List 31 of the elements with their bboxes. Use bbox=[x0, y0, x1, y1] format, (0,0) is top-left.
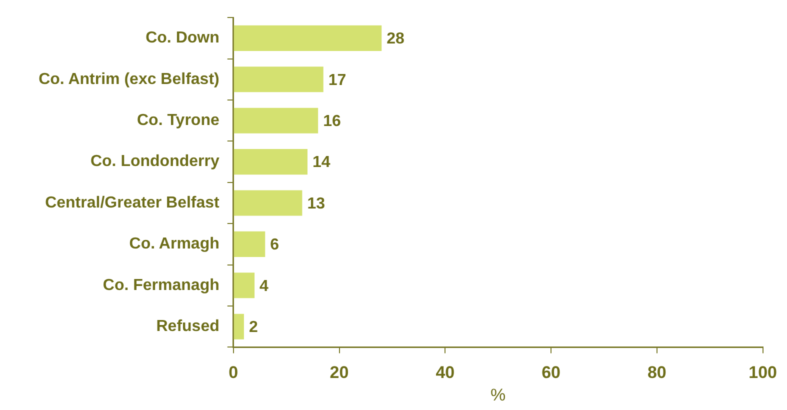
y-tick-label: Co. Tyrone bbox=[136, 112, 220, 130]
y-tick-label: Co. Down bbox=[146, 30, 220, 47]
data-label: 28 bbox=[386, 30, 405, 48]
y-tick-label: Co. Armagh bbox=[129, 236, 220, 253]
bar bbox=[234, 314, 244, 340]
bar bbox=[234, 231, 266, 257]
y-tick-label: Co. Fermanagh bbox=[102, 276, 220, 294]
bar bbox=[234, 25, 382, 51]
x-tick-label: 80 bbox=[647, 363, 666, 382]
data-label: 2 bbox=[248, 319, 258, 336]
bar bbox=[234, 66, 324, 92]
x-tick-label: 40 bbox=[436, 363, 455, 382]
data-label: 14 bbox=[312, 154, 330, 172]
y-tick-label: Central/Greater Belfast bbox=[45, 194, 220, 212]
x-tick-label: 60 bbox=[542, 363, 560, 382]
y-tick-label: Refused bbox=[156, 318, 220, 336]
y-tick-label: Co. Antrim (exc Belfast) bbox=[38, 70, 220, 88]
bar bbox=[234, 272, 255, 298]
data-label: 6 bbox=[270, 236, 280, 254]
data-label: 13 bbox=[307, 195, 326, 212]
y-tick-label: Co. Londonderry bbox=[90, 153, 220, 170]
x-tick-label: 100 bbox=[748, 363, 778, 382]
bar bbox=[234, 190, 302, 216]
data-label: 17 bbox=[328, 72, 346, 89]
data-label: 16 bbox=[323, 113, 341, 130]
bar bbox=[234, 149, 308, 175]
data-label: 4 bbox=[260, 278, 269, 295]
x-tick-label: 0 bbox=[228, 363, 238, 382]
bar bbox=[234, 108, 318, 134]
x-axis-title: % bbox=[490, 385, 506, 404]
x-tick-label: 20 bbox=[330, 363, 349, 382]
